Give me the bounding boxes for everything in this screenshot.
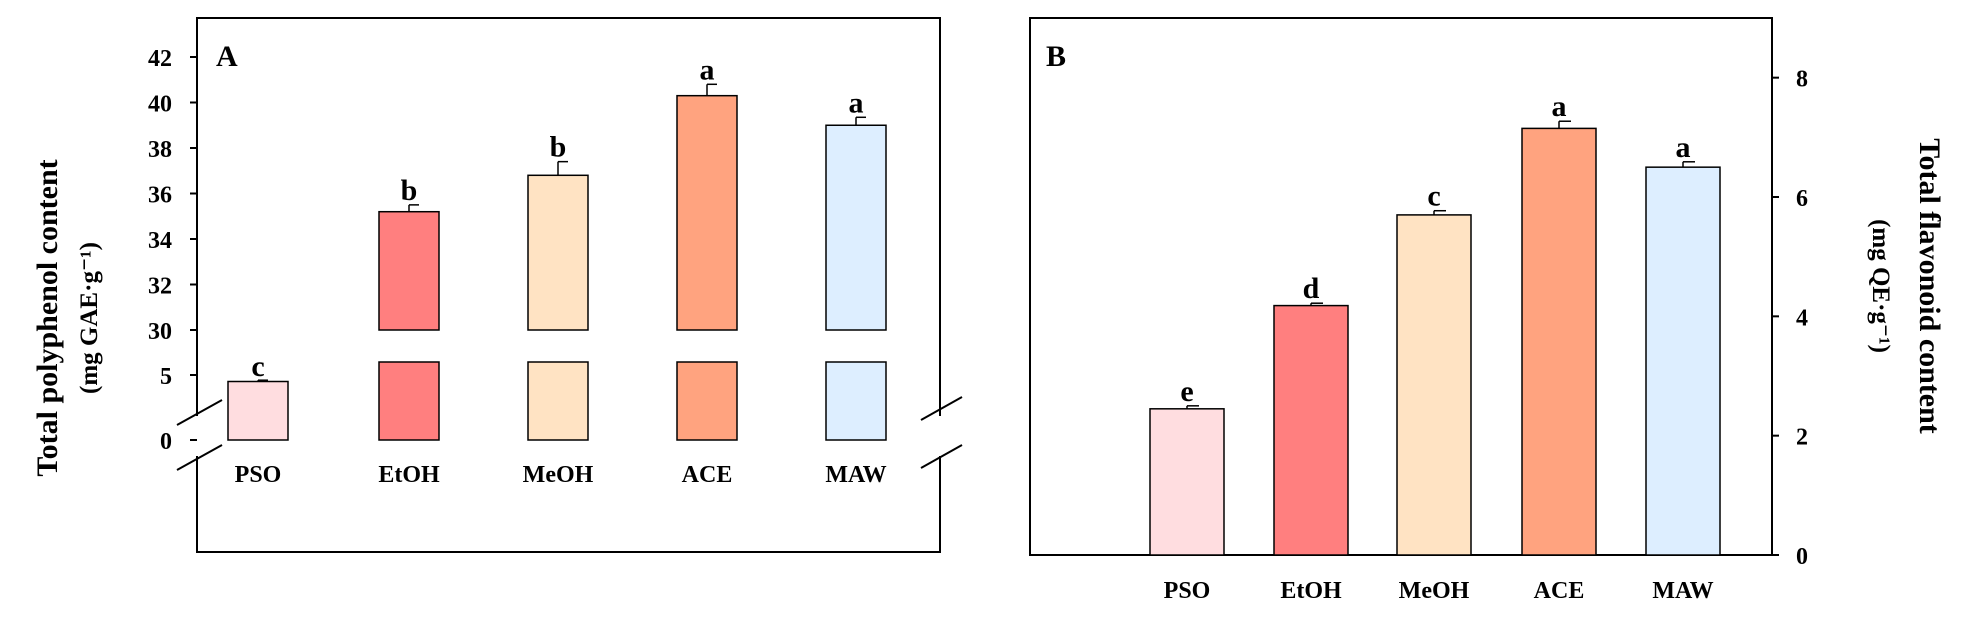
panel-b-label: B <box>1046 40 1066 73</box>
significance-letter: a <box>1552 90 1567 123</box>
y-tick-label: 4 <box>1796 305 1808 331</box>
bar <box>378 210 440 331</box>
axis-break-mark-left-bottom <box>176 444 223 471</box>
panel-b-ylabel-unit: (mg QE·g⁻¹) <box>1867 219 1894 353</box>
bar <box>1645 166 1721 556</box>
significance-letter: a <box>849 86 864 119</box>
significance-letter: b <box>550 131 567 164</box>
panel-b: B Total flavonoid content (mg QE·g⁻¹) 0 2… <box>1029 17 1946 604</box>
bar-lower-segment <box>825 361 887 441</box>
y-tick-label: 5 <box>160 364 172 390</box>
x-tick-label: MAW <box>825 462 886 488</box>
bar-lower-segment <box>378 361 440 441</box>
bar <box>676 94 738 331</box>
y-tick-label: 0 <box>1796 544 1808 570</box>
x-tick-label: ACE <box>682 462 733 488</box>
bar <box>1149 408 1225 556</box>
bar <box>227 380 289 441</box>
bar-lower-segment <box>527 361 589 441</box>
y-tick-label: 34 <box>148 228 172 254</box>
panel-a-ylabel-unit: (mg GAE·g⁻¹) <box>76 242 103 394</box>
significance-letter: d <box>1303 272 1320 305</box>
y-tick-label: 38 <box>148 137 172 163</box>
significance-letter: c <box>1427 180 1440 213</box>
x-tick-label: EtOH <box>378 462 440 488</box>
axis-break-mark-right-bottom <box>920 444 963 469</box>
x-tick-label: ACE <box>1534 578 1585 604</box>
bar <box>527 174 589 331</box>
axis-break-mark-left-top <box>176 399 223 426</box>
panel-a: A Total polyphenol content (mg GAE·g⁻¹) … <box>31 17 963 553</box>
bar <box>825 124 887 331</box>
bar <box>1273 304 1349 556</box>
y-tick-label: 0 <box>160 429 172 455</box>
y-tick-label: 8 <box>1796 67 1808 93</box>
bar <box>1396 214 1472 556</box>
y-tick-label: 36 <box>148 183 172 209</box>
significance-letter: a <box>1676 131 1691 164</box>
bar-lower-segment <box>676 361 738 441</box>
y-tick-label: 2 <box>1796 425 1808 451</box>
panel-a-label: A <box>216 40 238 73</box>
x-tick-label: EtOH <box>1280 578 1342 604</box>
y-tick-label: 6 <box>1796 186 1808 212</box>
significance-letter: a <box>700 53 715 86</box>
x-tick-label: PSO <box>235 462 282 488</box>
x-tick-label: MAW <box>1652 578 1713 604</box>
y-tick-label: 30 <box>148 319 172 345</box>
y-tick-label: 32 <box>148 274 172 300</box>
y-tick-label: 40 <box>148 92 172 118</box>
x-tick-label: PSO <box>1164 578 1211 604</box>
significance-letter: b <box>401 174 418 207</box>
significance-letter: c <box>251 350 264 383</box>
significance-letter: e <box>1180 375 1193 408</box>
bar <box>1521 127 1597 556</box>
y-tick-label: 42 <box>148 46 172 72</box>
axis-break-mark-right-top <box>920 396 963 421</box>
panel-b-ylabel: Total flavonoid content <box>1913 138 1946 434</box>
x-tick-label: MeOH <box>1399 578 1470 604</box>
x-tick-label: MeOH <box>523 462 594 488</box>
panel-a-ylabel: Total polyphenol content <box>31 159 64 476</box>
